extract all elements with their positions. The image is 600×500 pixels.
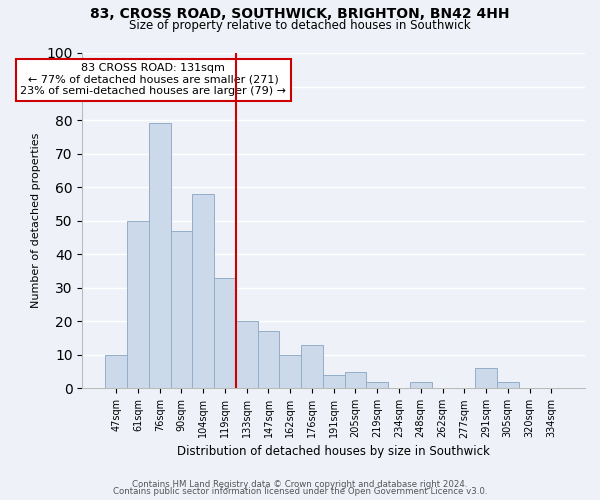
Bar [475, 368, 497, 388]
Text: 83, CROSS ROAD, SOUTHWICK, BRIGHTON, BN42 4HH: 83, CROSS ROAD, SOUTHWICK, BRIGHTON, BN4… [90, 8, 510, 22]
X-axis label: Distribution of detached houses by size in Southwick: Distribution of detached houses by size … [177, 444, 490, 458]
Text: Contains public sector information licensed under the Open Government Licence v3: Contains public sector information licen… [113, 487, 487, 496]
Bar [170, 230, 193, 388]
Text: Contains HM Land Registry data © Crown copyright and database right 2024.: Contains HM Land Registry data © Crown c… [132, 480, 468, 489]
Y-axis label: Number of detached properties: Number of detached properties [31, 133, 41, 308]
Bar [367, 382, 388, 388]
Bar [127, 220, 149, 388]
Text: 83 CROSS ROAD: 131sqm
← 77% of detached houses are smaller (271)
23% of semi-det: 83 CROSS ROAD: 131sqm ← 77% of detached … [20, 63, 286, 96]
Bar [280, 355, 301, 388]
Bar [214, 278, 236, 388]
Bar [344, 372, 367, 388]
Bar [410, 382, 431, 388]
Bar [149, 124, 170, 388]
Bar [257, 332, 280, 388]
Bar [106, 355, 127, 388]
Bar [193, 194, 214, 388]
Bar [236, 322, 257, 388]
Bar [323, 375, 344, 388]
Text: Size of property relative to detached houses in Southwick: Size of property relative to detached ho… [129, 18, 471, 32]
Bar [497, 382, 518, 388]
Bar [301, 344, 323, 389]
